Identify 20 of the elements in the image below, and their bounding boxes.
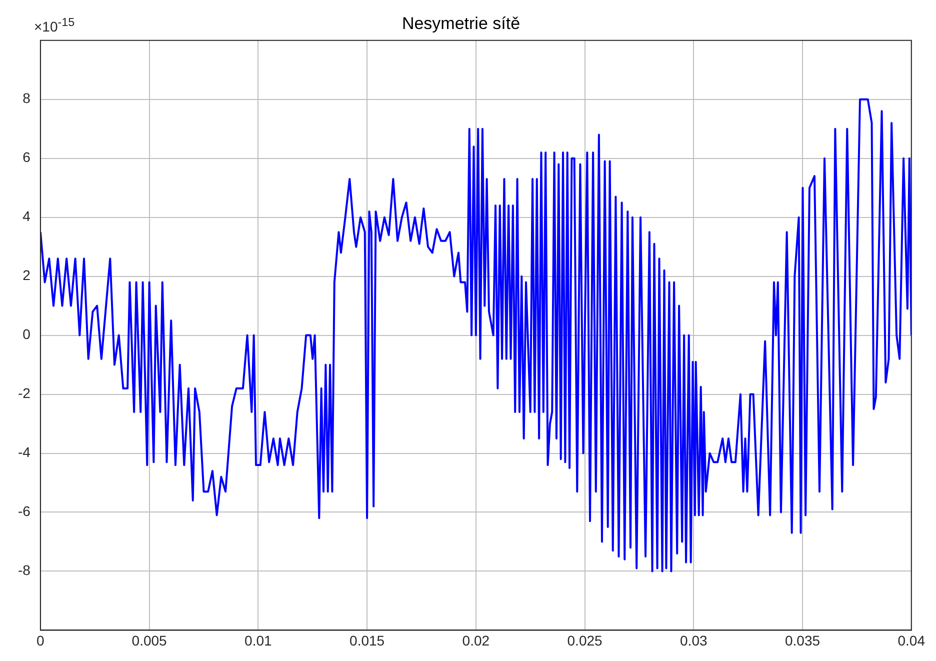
x-tick-label: 0.025 [567,632,603,648]
chart-title: Nesymetrie sítě [402,14,520,33]
y-tick-label: 6 [22,149,31,166]
x-tick-label: 0.02 [462,632,490,648]
y-tick-label: -4 [18,444,31,460]
x-tick-label: 0.015 [350,632,385,648]
x-tick-label: 0.035 [784,632,820,648]
x-tick-label: 0 [36,632,45,648]
y-tick-label: 0 [22,326,31,342]
y-tick-label: -8 [18,562,31,578]
y-tick-label: 2 [22,267,31,284]
y-tick-label: 4 [22,208,31,224]
x-tick-label: 0.005 [132,632,168,648]
x-tick-label: 0.04 [898,632,926,648]
text: ×10$^{-15}$ [34,16,75,35]
y-tick-label: -6 [18,503,31,520]
y-tick-label: 8 [22,90,31,106]
x-tick-label: 0.03 [680,632,708,648]
y-tick-label: -2 [18,385,31,402]
x-tick-label: 0.01 [244,632,272,648]
